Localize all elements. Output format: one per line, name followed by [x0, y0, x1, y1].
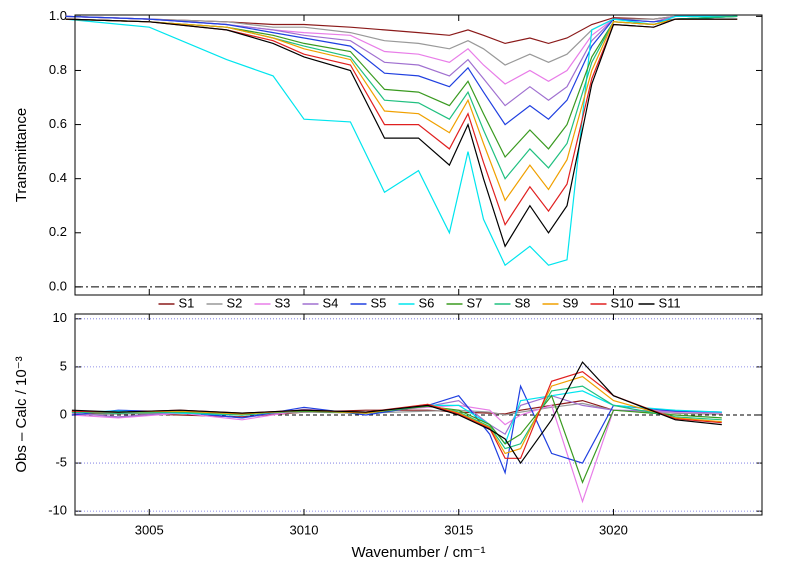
series-line: [71, 375, 722, 455]
y-axis-title: Transmittance: [13, 108, 30, 202]
series-line: [65, 15, 738, 180]
y-tick-label: 0.2: [49, 224, 67, 239]
legend-label: S3: [275, 295, 291, 310]
y-tick-label: 10: [53, 310, 67, 325]
legend-label: S8: [515, 295, 531, 310]
legend-label: S7: [467, 295, 483, 310]
legend-label: S4: [323, 295, 339, 310]
x-tick-label: 3020: [599, 522, 628, 537]
plot-frame: [74, 14, 763, 296]
x-tick-label: 3010: [290, 522, 319, 537]
series-line: [65, 18, 738, 248]
y-tick-label: 5: [60, 358, 67, 373]
legend-label: S10: [611, 295, 634, 310]
y-tick-label: -5: [55, 455, 67, 470]
y-tick-label: 0: [60, 406, 67, 421]
y-tick-label: 0.4: [49, 170, 67, 185]
series-line: [71, 361, 722, 465]
legend-label: S1: [179, 295, 195, 310]
x-tick-label: 3005: [135, 522, 164, 537]
y-axis-title: Obs – Calc / 10⁻³: [13, 356, 30, 472]
series-line: [65, 15, 738, 107]
series-line: [71, 390, 722, 446]
series-line: [65, 18, 738, 227]
x-tick-label: 3015: [444, 522, 473, 537]
y-tick-label: 1.0: [49, 8, 67, 23]
legend-label: S5: [371, 295, 387, 310]
y-tick-label: -10: [48, 503, 67, 518]
y-tick-label: 0.6: [49, 116, 67, 131]
legend-label: S2: [227, 295, 243, 310]
series-line: [71, 384, 722, 475]
series-line: [65, 18, 738, 202]
legend-label: S9: [563, 295, 579, 310]
legend-label: S6: [419, 295, 435, 310]
series-line: [65, 15, 738, 159]
series-line: [71, 385, 722, 450]
y-tick-label: 0.8: [49, 62, 67, 77]
series-line: [65, 15, 738, 126]
plot-frame: [74, 313, 763, 516]
series-line: [65, 15, 738, 267]
series-line: [71, 404, 722, 504]
y-tick-label: 0.0: [49, 278, 67, 293]
legend-label: S11: [659, 295, 681, 310]
series-line: [65, 15, 738, 45]
x-axis-title: Wavenumber / cm⁻¹: [351, 544, 485, 561]
